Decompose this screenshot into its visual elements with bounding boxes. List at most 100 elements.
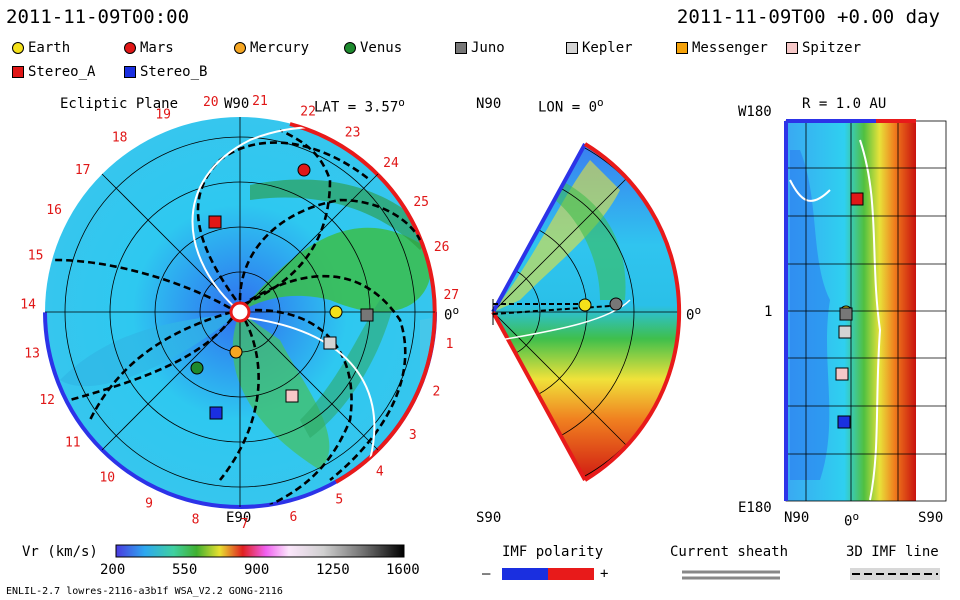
sector-label: 12 [39, 393, 55, 408]
imf-negative-swatch [502, 568, 548, 580]
imf-positive-swatch [548, 568, 594, 580]
mercury-marker-icon [234, 42, 246, 54]
meridional-top-label: N90 [476, 96, 502, 112]
kepler-marker-icon [566, 42, 578, 54]
sector-label: 6 [289, 510, 297, 525]
map-y-mid-label: 1 [764, 304, 773, 320]
sector-label: 3 [409, 428, 417, 443]
meridional-bottom-label: S90 [476, 510, 502, 526]
meridional-lon-label: LON = 0o [538, 96, 604, 116]
map-x-right-label: S90 [918, 510, 944, 526]
map-x-mid-label: 0o [844, 510, 860, 530]
map-stereo-b-object [837, 415, 851, 429]
venus-marker-icon [344, 42, 356, 54]
spitzer-object [285, 389, 299, 403]
sector-label: 25 [413, 195, 429, 210]
imf-polarity-label: IMF polarity [502, 544, 604, 560]
map-spitzer-object [835, 367, 849, 381]
sun-marker-icon [229, 301, 251, 323]
ecliptic-objects [190, 163, 374, 420]
legend-item-mars: Mars [124, 40, 174, 56]
meridional-juno-object [609, 297, 623, 311]
sector-label: 9 [145, 497, 153, 512]
sector-label: 7 [241, 517, 249, 532]
current-sheath-label: Current sheath [670, 544, 789, 560]
venus-object [190, 361, 204, 375]
sector-label: 22 [300, 104, 316, 119]
stereo-b-object [209, 406, 223, 420]
legend-item-venus: Venus [344, 40, 402, 56]
sector-label: 19 [155, 107, 171, 122]
legend-item-stereo-a: Stereo_A [12, 64, 95, 80]
legend-item-spitzer: Spitzer [786, 40, 861, 56]
colorbar-tick-200: 200 [100, 562, 126, 578]
juno-object [360, 308, 374, 322]
latlon-map [784, 119, 947, 502]
header-time-right: 2011-11-09T00 +0.00 day [676, 6, 940, 28]
sector-label: 27 [443, 288, 459, 303]
current-sheath-sample [682, 570, 780, 580]
stereo-a-marker-icon [12, 66, 24, 78]
colorbar [115, 544, 405, 558]
map-radius-label: R = 1.0 AU [802, 96, 887, 112]
stereo-b-marker-icon [124, 66, 136, 78]
sector-label: 5 [335, 492, 343, 507]
mercury-object [229, 345, 243, 359]
legend-item-juno: Juno [455, 40, 505, 56]
map-x-left-label: N90 [784, 510, 810, 526]
sector-label: 21 [252, 94, 268, 109]
stereo-a-object [208, 215, 222, 229]
ecliptic-bottom-label: E90 [226, 510, 252, 526]
ecliptic-title: Ecliptic Plane [60, 96, 179, 112]
sector-label: 2 [432, 385, 440, 400]
sector-label: 16 [46, 203, 62, 218]
colorbar-tick-550: 550 [172, 562, 198, 578]
imf-line-label: 3D IMF line [846, 544, 939, 560]
sector-label: 23 [345, 125, 361, 140]
sector-label: 4 [376, 464, 384, 479]
sector-label: 17 [75, 163, 91, 178]
colorbar-tick-1600: 1600 [386, 562, 420, 578]
sector-label: 18 [112, 131, 128, 146]
messenger-marker-icon [676, 42, 688, 54]
map-y-top-label: W180 [738, 104, 772, 120]
legend-item-earth: Earth [12, 40, 70, 56]
header-time-left: 2011-11-09T00:00 [6, 6, 190, 28]
meridional-right-label: 0o [686, 304, 702, 324]
mars-marker-icon [124, 42, 136, 54]
colorbar-label: Vr (km/s) [22, 544, 98, 560]
sector-label: 8 [192, 512, 200, 527]
kepler-object [323, 336, 337, 350]
footer-text: ENLIL-2.7 lowres-2116-a3b1f WSA_V2.2 GON… [6, 586, 283, 597]
imf-plus-label: + [600, 566, 609, 582]
current-sheath-line [191, 125, 376, 461]
sector-label: 13 [24, 346, 40, 361]
legend-item-kepler: Kepler [566, 40, 633, 56]
sector-label: 14 [20, 297, 36, 312]
map-kepler-object [838, 325, 852, 339]
map-y-bottom-label: E180 [738, 500, 772, 516]
earth-object [329, 305, 343, 319]
juno-marker-icon [455, 42, 467, 54]
spitzer-marker-icon [786, 42, 798, 54]
meridional-earth-object [578, 298, 592, 312]
sector-label: 10 [99, 470, 115, 485]
colorbar-tick-900: 900 [244, 562, 270, 578]
sector-label: 20 [203, 95, 219, 110]
ecliptic-right-label: 0o [444, 304, 460, 324]
sector-label: 11 [65, 435, 81, 450]
colorbar-tick-1250: 1250 [316, 562, 350, 578]
sector-label: 24 [383, 156, 399, 171]
legend-item-mercury: Mercury [234, 40, 309, 56]
earth-marker-icon [12, 42, 24, 54]
map-stereo-a-object [850, 192, 864, 206]
meridional-wedge [491, 142, 682, 482]
ecliptic-top-label: W90 [224, 96, 250, 112]
sector-label: 15 [28, 249, 44, 264]
legend-item-stereo-b: Stereo_B [124, 64, 207, 80]
ecliptic-lat-label: LAT = 3.57o [314, 96, 405, 116]
mars-object [297, 163, 311, 177]
sector-label: 26 [434, 240, 450, 255]
